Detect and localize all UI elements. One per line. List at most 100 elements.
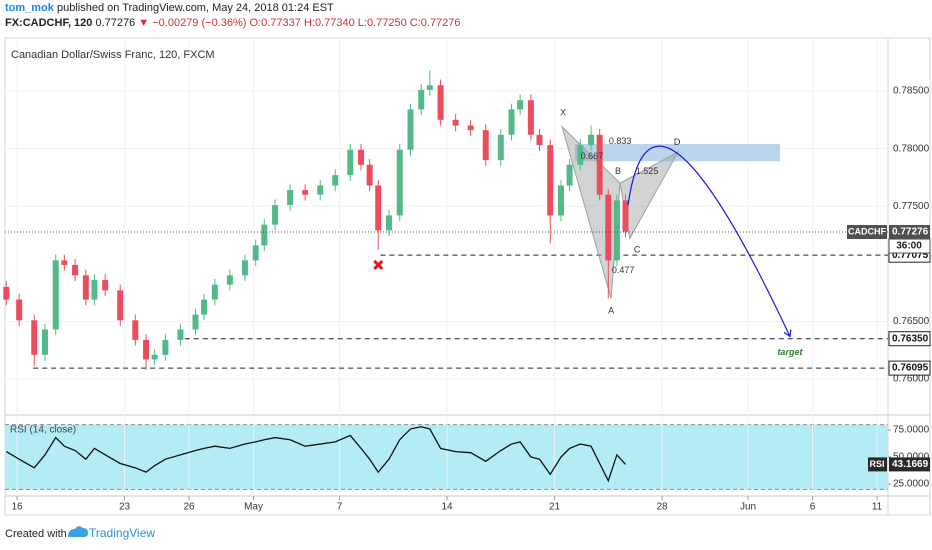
x-tick-label: 16 (11, 502, 23, 513)
candle-body (577, 145, 584, 165)
candle-body (226, 275, 233, 285)
symbol-label: CADCHF (848, 226, 886, 236)
candle-body (596, 134, 603, 195)
level-label: 0.77075 (892, 250, 929, 261)
x-tick-label: 21 (549, 502, 561, 513)
candle-body (41, 329, 48, 355)
x-tick-label: 26 (183, 502, 195, 513)
candle-body (566, 164, 573, 186)
candle-body (452, 119, 459, 126)
x-tick-label: 7 (337, 502, 343, 513)
candle-body (557, 185, 564, 216)
projection-curve (627, 145, 791, 337)
candle-body (347, 149, 354, 176)
candle-body (437, 85, 444, 120)
annotation: D (674, 137, 681, 147)
y-tick-label: 0.76000 (893, 374, 930, 385)
x-tick-label: 6 (810, 502, 816, 513)
candle-body (287, 190, 294, 206)
candle-body (143, 339, 150, 360)
rsi-title: RSI (14, close) (10, 425, 76, 436)
annotation: 1.525 (636, 166, 659, 176)
rsi-value-box (889, 457, 930, 472)
candle-body (102, 279, 109, 291)
candle-body (162, 339, 169, 355)
header-line: tom_mok published on TradingView.com, Ma… (5, 2, 334, 14)
candle-body (517, 100, 524, 110)
arrow-head (783, 329, 792, 338)
candle-body (82, 275, 89, 300)
candle-body (211, 284, 218, 300)
last-price-label: 0.77276 (892, 227, 929, 238)
candle-body (396, 149, 403, 216)
candle-body (3, 286, 10, 300)
candle-body (467, 125, 474, 131)
candle-body (613, 200, 620, 261)
header-line: FX:CADCHF, 120 0.77276 ▼ −0.00279 (−0.36… (5, 17, 461, 29)
frame (4, 37, 931, 516)
x-tick-label: 11 (872, 502, 883, 513)
level-label: 0.76095 (892, 363, 929, 374)
candle-body (16, 299, 23, 321)
symbol-box (847, 225, 887, 240)
candle-body (482, 130, 489, 161)
candle-body (426, 85, 433, 90)
candle-body (132, 320, 139, 340)
candle-body (497, 134, 504, 161)
candle-body (91, 279, 98, 300)
candle-body (407, 109, 414, 150)
annotation: A (608, 305, 614, 315)
annotation: 0.477 (612, 265, 635, 275)
rsi-symbol: RSI (869, 459, 884, 469)
candle-body (261, 224, 268, 246)
logo (68, 526, 88, 537)
x-tick-label: May (244, 502, 263, 513)
candle-body (31, 320, 38, 355)
candle-body (61, 260, 68, 265)
y-tick-label: 0.78500 (893, 86, 930, 97)
candle-body (52, 260, 59, 330)
candle-body (375, 185, 382, 231)
candle-body (385, 215, 392, 231)
x-tick-label: 23 (119, 502, 131, 513)
last: 0.77276 (95, 17, 136, 29)
level-label: 0.76350 (892, 333, 929, 344)
level-label-box (888, 331, 931, 347)
candle-body (622, 200, 629, 232)
candle-body (605, 194, 612, 261)
countdown-box (888, 238, 931, 254)
y-tick-label: 0.78000 (893, 143, 930, 154)
symbol: FX:CADCHF, 120 (5, 17, 93, 29)
candle-body (366, 164, 373, 186)
ohlc: O:0.77337 (249, 17, 301, 29)
y-tick-label: 50.0000 (893, 452, 930, 463)
y-tick-label: 75.0000 (893, 425, 930, 436)
chart-title: Canadian Dollar/Swiss Franc, 120, FXCM (11, 49, 215, 61)
candle-body (508, 109, 515, 135)
ohlc: H:0.77340 (303, 17, 355, 29)
footer-brand: TradingView (89, 526, 155, 540)
annotation: X (560, 107, 566, 117)
x-tick-label: Jun (740, 502, 756, 513)
countdown: 36:00 (896, 241, 922, 252)
candle-body (252, 245, 259, 261)
annotation: target (777, 347, 803, 357)
ohlc: C:0.77276 (409, 17, 461, 29)
candle-body (527, 100, 534, 135)
footer-logo (68, 526, 88, 537)
candle-body (418, 89, 425, 110)
candle-body (241, 260, 248, 276)
level-label-box (888, 360, 931, 376)
rsi-line (5, 426, 626, 483)
candle-body (201, 299, 208, 315)
candle-body (332, 175, 339, 186)
annotation: B (615, 166, 621, 176)
annotation: 0.667 (581, 151, 604, 161)
candle-body (192, 314, 199, 330)
plot-layer: X A B C D 0.667 0.833 1.525 0.477 target (3, 38, 888, 493)
pattern-triangle (619, 150, 680, 240)
candle-body (358, 149, 365, 165)
candle-body (317, 185, 324, 195)
rsi-value: 43.1669 (892, 459, 929, 470)
